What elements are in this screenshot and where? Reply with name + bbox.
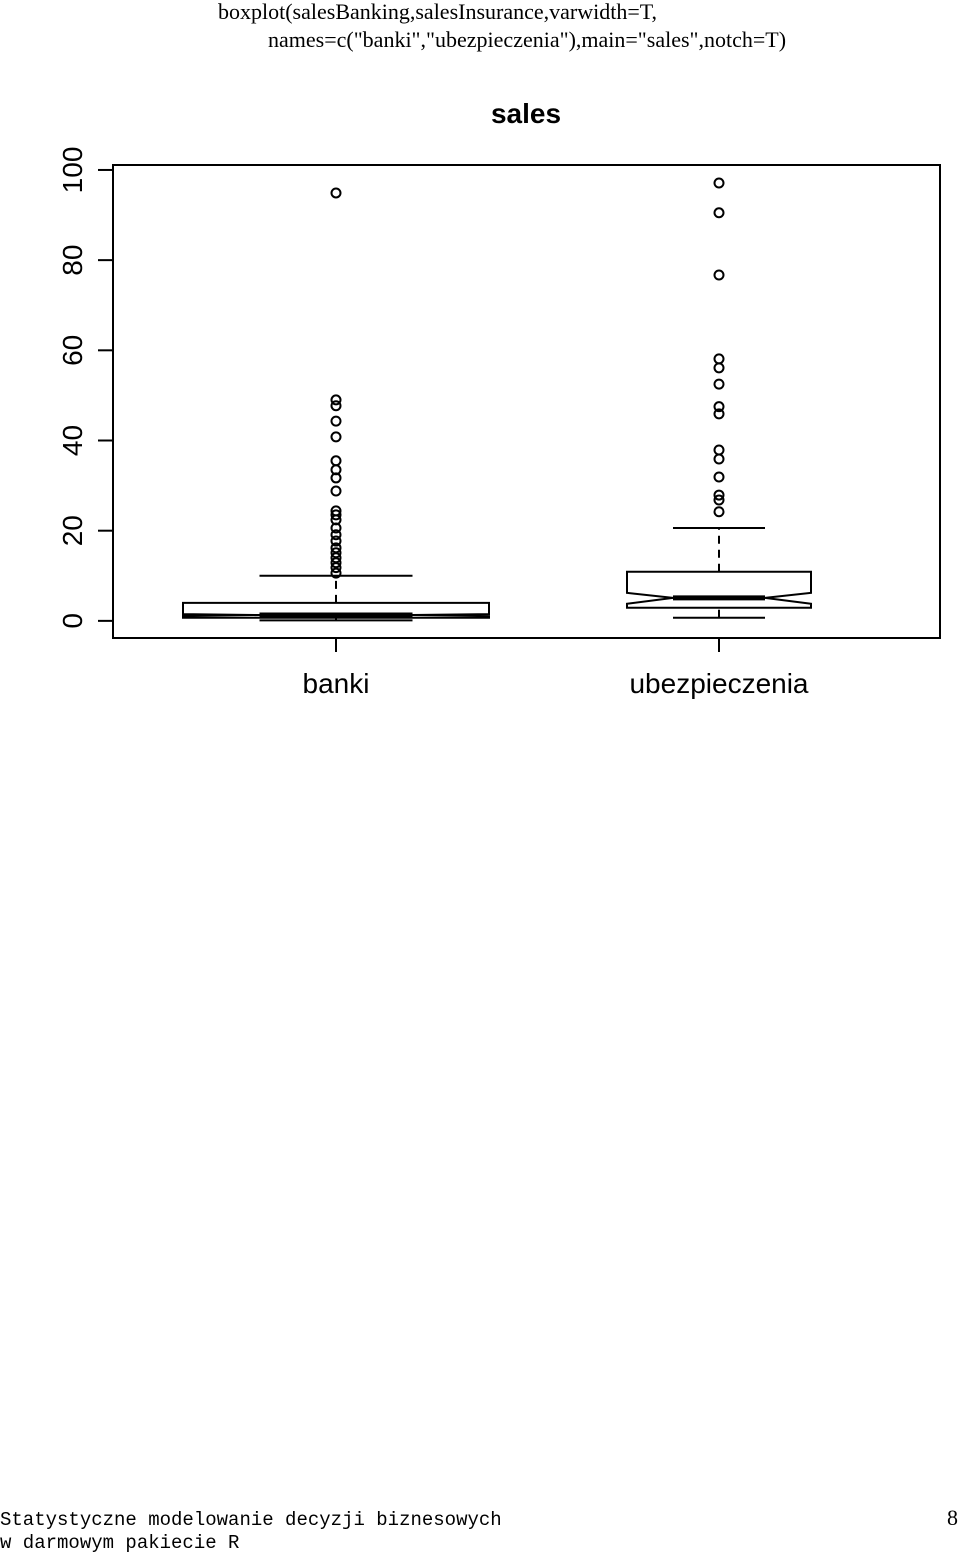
outlier <box>330 455 342 467</box>
outlier <box>713 489 725 501</box>
outlier <box>713 506 725 518</box>
outlier <box>330 529 342 541</box>
outlier <box>713 177 725 189</box>
footer-line: w darmowym pakiecie R <box>0 1532 239 1553</box>
code-line: names=c("banki","ubezpieczenia"),main="s… <box>268 27 786 52</box>
footer-line: Statystyczne modelowanie decyzji bizneso… <box>0 1509 502 1531</box>
box <box>182 601 490 619</box>
x-tick-label: banki <box>303 668 370 699</box>
outlier <box>713 362 725 374</box>
outlier <box>713 471 725 483</box>
outlier <box>330 472 342 484</box>
outlier <box>330 400 342 412</box>
y-tick-label: 20 <box>57 515 88 546</box>
outlier <box>330 431 342 443</box>
outlier <box>713 207 725 219</box>
outlier <box>713 408 725 420</box>
outlier <box>330 522 342 534</box>
outlier <box>330 485 342 497</box>
outlier <box>713 444 725 456</box>
outlier <box>330 535 342 547</box>
page-number: 8 <box>947 1505 958 1530</box>
outlier <box>330 557 342 569</box>
box <box>626 570 812 609</box>
plot-frame <box>112 164 941 639</box>
y-tick-label: 80 <box>57 245 88 276</box>
outlier <box>330 567 342 579</box>
outlier <box>330 562 342 574</box>
outlier <box>713 378 725 390</box>
outlier <box>330 509 342 521</box>
y-tick-label: 0 <box>57 613 88 629</box>
chart-title: sales <box>491 98 561 129</box>
y-tick-label: 100 <box>57 147 88 194</box>
outlier <box>330 187 342 199</box>
code-line: boxplot(salesBanking,salesInsurance,varw… <box>218 0 657 24</box>
outlier <box>713 353 725 365</box>
x-tick-label: ubezpieczenia <box>629 668 808 699</box>
outlier <box>713 269 725 281</box>
outlier <box>713 453 725 465</box>
outlier <box>330 415 342 427</box>
y-tick-label: 40 <box>57 425 88 456</box>
outlier <box>713 401 725 413</box>
outlier <box>330 394 342 406</box>
outlier <box>713 494 725 506</box>
y-tick-label: 60 <box>57 335 88 366</box>
